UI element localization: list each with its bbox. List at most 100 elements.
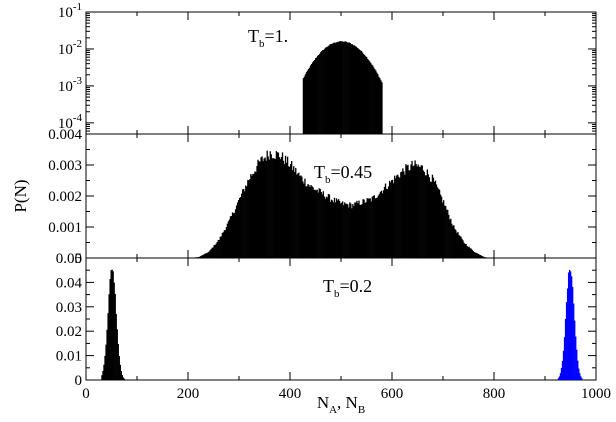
x-tick-label: 600	[381, 386, 404, 402]
histogram-bar	[445, 206, 447, 258]
histogram-bar	[320, 52, 322, 134]
histogram-bar	[253, 173, 255, 258]
histogram-bar	[365, 202, 367, 258]
histogram-bar	[261, 156, 263, 258]
histogram-bar	[240, 197, 242, 258]
histogram-bar	[342, 201, 344, 258]
histogram-bar	[265, 160, 267, 258]
histogram-bar	[424, 175, 426, 258]
histogram-bar	[455, 230, 457, 258]
histogram-bar	[376, 197, 379, 258]
histogram-bar	[107, 313, 109, 380]
y-tick-label: 10-3	[58, 75, 83, 95]
histogram-bar	[395, 178, 397, 258]
histogram-bar	[328, 45, 330, 134]
histogram-bar	[388, 180, 391, 258]
histogram-bar	[418, 166, 420, 258]
histogram-bar	[577, 360, 579, 380]
histogram-bar	[267, 156, 269, 258]
histogram-bar	[358, 49, 361, 134]
histogram-bar	[202, 255, 204, 258]
histogram-bar	[116, 329, 118, 380]
histogram-bar	[119, 364, 121, 380]
histogram-bar	[362, 53, 365, 134]
histogram-bar	[470, 248, 472, 258]
histogram-bar	[358, 200, 360, 258]
histogram-bar	[420, 165, 422, 258]
histogram-bar	[384, 183, 387, 258]
y-tick-label: 10-2	[58, 38, 82, 58]
histogram-bar	[573, 303, 575, 380]
histogram-bar	[305, 186, 307, 258]
panel-label-top: Tb=1.	[248, 26, 288, 50]
histogram-bar	[256, 166, 258, 258]
histogram-bar	[211, 247, 213, 258]
histogram-bar	[440, 196, 443, 258]
histogram-bar	[302, 181, 304, 258]
histogram-bar	[466, 245, 468, 258]
histogram-bar	[122, 377, 125, 380]
histogram-bar	[436, 187, 439, 258]
x-tick-label: 200	[177, 386, 200, 402]
histogram-bar	[254, 171, 256, 258]
histogram-bar	[376, 72, 378, 134]
histogram-bar	[375, 70, 377, 134]
histogram-bar	[330, 199, 333, 258]
histogram-bar	[429, 181, 432, 258]
histogram-bar	[387, 186, 390, 258]
histogram-bar	[340, 41, 342, 135]
histogram-bar	[306, 70, 309, 134]
histogram-bar	[406, 165, 408, 258]
histogram-bar	[373, 67, 375, 134]
histogram-bar	[285, 162, 288, 258]
histogram-bar	[235, 205, 238, 258]
histogram-bar	[448, 214, 450, 258]
histogram-bar	[341, 202, 343, 258]
histogram-bar	[113, 282, 115, 380]
histogram-bar	[324, 48, 326, 134]
histogram-bar	[393, 183, 395, 258]
histogram-bar	[334, 202, 337, 258]
histogram-bar	[557, 378, 560, 380]
histogram-bar	[331, 43, 333, 134]
x-tick-label: 800	[483, 386, 506, 402]
histogram-bar	[574, 320, 576, 380]
histogram-bar	[407, 164, 409, 258]
histogram-bar	[397, 174, 399, 258]
histogram-bar	[364, 202, 366, 258]
histogram-bar	[268, 159, 270, 258]
histogram-bar	[292, 170, 294, 258]
histogram-bar	[413, 165, 415, 258]
histogram-bar	[472, 251, 474, 258]
histogram-bar	[441, 202, 444, 258]
histogram-bar	[329, 44, 331, 135]
histogram-bar	[311, 62, 314, 134]
histogram-bar	[257, 159, 259, 258]
histogram-bar	[245, 185, 247, 258]
histogram-bar	[456, 233, 458, 258]
histogram-bar	[355, 46, 358, 135]
histogram-bar	[430, 181, 433, 258]
histogram-bar	[347, 42, 349, 134]
histogram-bar	[367, 58, 369, 134]
histogram-bar	[271, 158, 273, 258]
histogram-bar	[458, 234, 460, 258]
histogram-bar	[419, 167, 421, 258]
histogram-bar	[435, 184, 438, 258]
histogram-bar	[281, 152, 284, 258]
histogram-bar	[476, 253, 478, 258]
panel-label-middle: Tb=0.45	[314, 162, 372, 186]
histogram-bar	[241, 193, 243, 258]
histogram-bar	[569, 271, 572, 380]
histogram-bar	[322, 50, 324, 135]
histogram-bar	[251, 175, 253, 258]
histogram-bar	[354, 46, 357, 134]
histogram-bar	[462, 240, 464, 258]
histogram-bar	[400, 172, 402, 258]
y-tick-label: 0.04	[56, 275, 83, 291]
histogram-bar	[464, 243, 466, 258]
histogram-bar	[567, 272, 570, 380]
histogram-bar	[348, 42, 350, 135]
histogram-bar	[103, 364, 105, 380]
histogram-bar	[276, 152, 279, 258]
